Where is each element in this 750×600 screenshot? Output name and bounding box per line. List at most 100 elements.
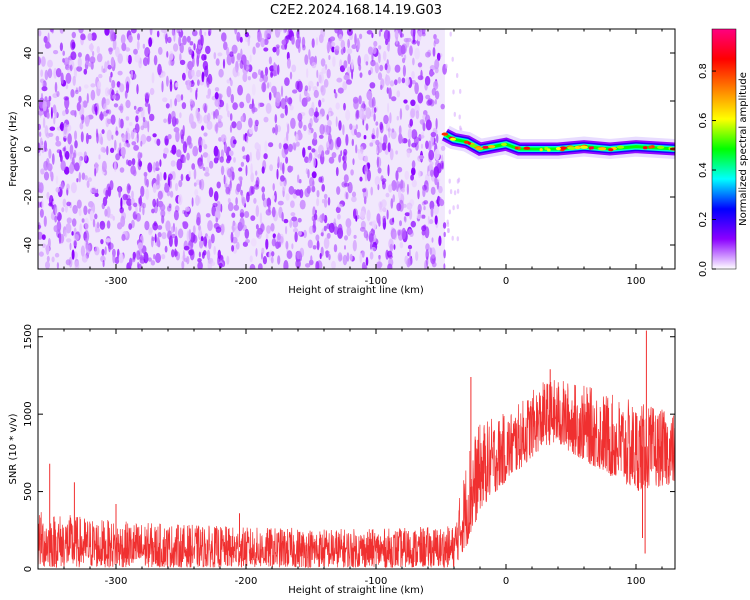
noise-speckle: [433, 80, 439, 90]
noise-speckle: [207, 220, 213, 232]
noise-speckle: [362, 188, 367, 193]
noise-speckle: [76, 102, 81, 112]
noise-speckle: [108, 47, 113, 55]
noise-speckle: [419, 119, 425, 125]
noise-speckle: [188, 229, 192, 241]
noise-speckle: [43, 35, 48, 44]
noise-speckle: [196, 69, 201, 78]
noise-speckle: [410, 174, 414, 181]
noise-speckle: [428, 149, 435, 161]
noise-speckle: [231, 245, 235, 252]
noise-speckle: [46, 112, 50, 119]
noise-speckle: [364, 155, 369, 163]
noise-speckle: [295, 189, 302, 196]
noise-speckle: [407, 128, 412, 140]
noise-speckle: [86, 180, 90, 188]
noise-speckle: [92, 51, 95, 57]
noise-speckle: [410, 220, 416, 228]
noise-speckle: [434, 215, 438, 225]
noise-speckle: [287, 97, 293, 105]
noise-speckle: [261, 192, 265, 201]
noise-speckle: [446, 219, 449, 225]
noise-speckle: [203, 132, 208, 137]
noise-speckle: [179, 59, 186, 66]
noise-speckle: [316, 69, 319, 79]
noise-speckle: [90, 89, 96, 101]
noise-speckle: [232, 139, 237, 145]
noise-speckle: [68, 59, 75, 70]
noise-speckle: [140, 140, 143, 147]
noise-speckle: [295, 80, 300, 90]
noise-speckle: [297, 231, 302, 236]
noise-speckle: [250, 238, 257, 247]
noise-speckle: [94, 213, 98, 220]
noise-speckle: [161, 254, 166, 260]
colorbar-label: Normalized spectral amplitude: [738, 72, 749, 226]
noise-speckle: [363, 196, 367, 205]
noise-speckle: [459, 125, 462, 131]
noise-speckle: [137, 158, 142, 171]
noise-speckle: [328, 133, 332, 145]
noise-speckle: [131, 129, 135, 140]
signal-hotspot: [514, 146, 519, 150]
noise-speckle: [290, 117, 296, 129]
noise-speckle: [153, 55, 158, 66]
noise-speckle: [136, 84, 139, 95]
noise-speckle: [443, 231, 446, 238]
noise-speckle: [38, 131, 42, 137]
noise-speckle: [101, 160, 107, 173]
noise-speckle: [414, 82, 419, 95]
noise-speckle: [58, 232, 62, 245]
noise-speckle: [239, 217, 245, 229]
noise-speckle: [427, 171, 431, 176]
noise-speckle: [436, 52, 441, 62]
noise-speckle: [436, 133, 439, 144]
noise-speckle: [151, 236, 155, 242]
noise-speckle: [326, 41, 331, 53]
noise-speckle: [275, 91, 281, 104]
noise-speckle: [181, 102, 187, 110]
noise-speckle: [318, 74, 322, 84]
noise-speckle: [353, 98, 359, 110]
noise-speckle: [158, 46, 163, 55]
noise-speckle: [96, 221, 100, 230]
snr-x-tick-label: 0: [503, 576, 509, 587]
noise-speckle: [320, 85, 326, 96]
noise-speckle: [40, 92, 44, 101]
noise-speckle: [114, 93, 121, 101]
noise-speckle: [367, 46, 374, 55]
noise-speckle: [239, 212, 245, 218]
noise-speckle: [276, 46, 280, 56]
noise-speckle: [174, 235, 178, 247]
noise-speckle: [266, 197, 272, 208]
noise-speckle: [83, 68, 88, 75]
noise-speckle: [378, 204, 383, 213]
noise-speckle: [246, 192, 250, 203]
noise-speckle: [252, 46, 256, 55]
noise-speckle: [304, 85, 309, 92]
noise-speckle: [255, 176, 260, 187]
noise-speckle: [359, 107, 365, 120]
colorbar-tick-label: 0.4: [698, 162, 709, 178]
noise-speckle: [73, 149, 77, 159]
noise-speckle: [416, 30, 422, 42]
noise-speckle: [199, 29, 203, 37]
noise-speckle: [387, 263, 393, 269]
noise-speckle: [341, 181, 348, 188]
noise-speckle: [51, 29, 54, 34]
noise-speckle: [207, 112, 211, 122]
noise-speckle: [132, 251, 136, 260]
noise-speckle: [56, 262, 59, 269]
noise-speckle: [287, 123, 290, 134]
noise-speckle: [369, 82, 376, 89]
noise-speckle: [286, 250, 293, 260]
noise-speckle: [38, 110, 44, 116]
noise-speckle: [196, 55, 200, 67]
noise-speckle: [423, 205, 426, 211]
snr-frame: [37, 328, 676, 570]
signal-hotspot: [555, 147, 561, 151]
noise-speckle: [434, 58, 440, 70]
noise-speckle: [253, 197, 257, 204]
noise-speckle: [281, 39, 287, 45]
noise-speckle: [379, 123, 384, 134]
